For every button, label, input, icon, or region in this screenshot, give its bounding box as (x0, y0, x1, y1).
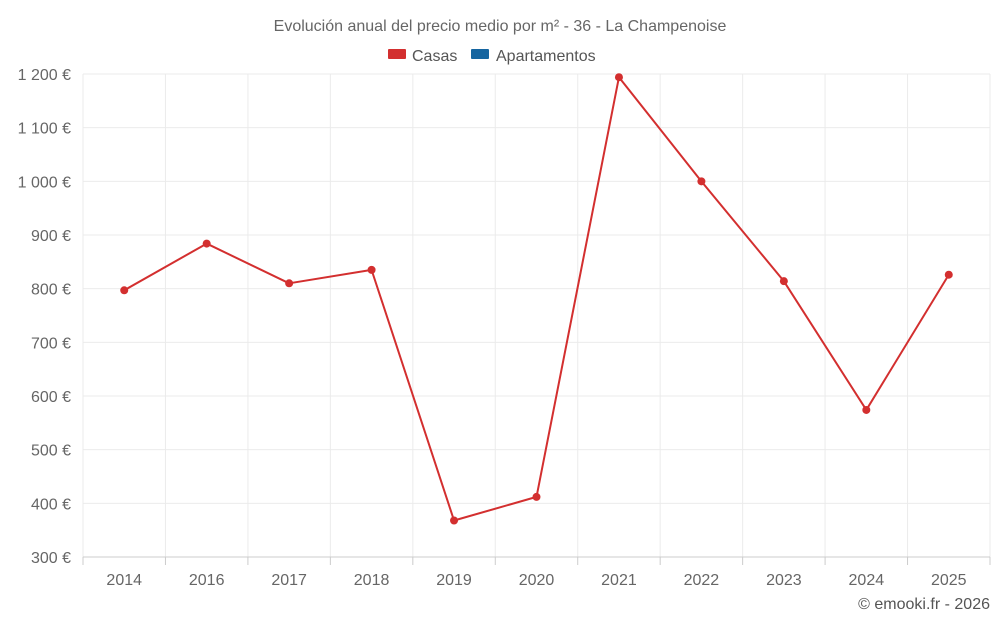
data-point-casas[interactable] (120, 286, 129, 295)
x-tick-label: 2020 (519, 572, 555, 589)
x-tick-label: 2017 (271, 572, 307, 589)
x-tick-label: 2023 (766, 572, 802, 589)
y-tick-label: 1 000 € (18, 174, 71, 191)
legend-label-apartamentos: Apartamentos (496, 48, 596, 65)
x-tick-label: 2018 (354, 572, 390, 589)
data-point-casas[interactable] (697, 177, 706, 186)
y-gridlines (83, 73, 990, 504)
data-point-casas[interactable] (779, 277, 788, 286)
x-tick-label: 2016 (189, 572, 225, 589)
y-tick-label: 500 € (31, 443, 71, 460)
x-tick-label: 2021 (601, 572, 637, 589)
x-tick-label: 2014 (106, 572, 142, 589)
chart-title: Evolución anual del precio medio por m² … (274, 18, 727, 35)
data-point-casas[interactable] (944, 270, 953, 279)
x-axis-ticks: 2014 2016 2017 2018 2019 2020 2021 2022 2023 2024… (82, 557, 991, 589)
y-tick-label: 700 € (31, 335, 71, 352)
y-tick-label: 1 200 € (18, 67, 71, 84)
x-tick-label: 2019 (436, 572, 472, 589)
y-tick-label: 300 € (31, 550, 71, 567)
legend-label-casas: Casas (412, 48, 457, 65)
data-point-casas[interactable] (367, 265, 376, 274)
y-tick-label: 600 € (31, 389, 71, 406)
data-point-casas[interactable] (285, 279, 294, 288)
legend-item-casas[interactable]: Casas (388, 48, 457, 65)
data-point-casas[interactable] (862, 405, 871, 414)
x-tick-label: 2022 (684, 572, 720, 589)
y-tick-label: 800 € (31, 282, 71, 299)
legend-swatch-apartamentos (471, 49, 489, 59)
data-point-casas[interactable] (202, 239, 211, 248)
y-tick-label: 900 € (31, 228, 71, 245)
legend: Casas Apartamentos (388, 48, 596, 65)
legend-swatch-casas (388, 49, 406, 59)
data-point-casas[interactable] (614, 73, 623, 82)
data-point-casas[interactable] (450, 516, 459, 525)
x-gridlines (82, 74, 991, 557)
series-casas (120, 73, 953, 525)
y-tick-label: 1 100 € (18, 121, 71, 138)
x-tick-label: 2024 (849, 572, 885, 589)
y-axis-ticks: 300 € 400 € 500 € 600 € 700 € 800 € 900 € 1 000… (18, 67, 71, 567)
credit-text: © emooki.fr - 2026 (858, 596, 990, 613)
y-tick-label: 400 € (31, 496, 71, 513)
data-point-casas[interactable] (532, 492, 541, 501)
x-tick-label: 2025 (931, 572, 967, 589)
legend-item-apartamentos[interactable]: Apartamentos (471, 48, 596, 65)
